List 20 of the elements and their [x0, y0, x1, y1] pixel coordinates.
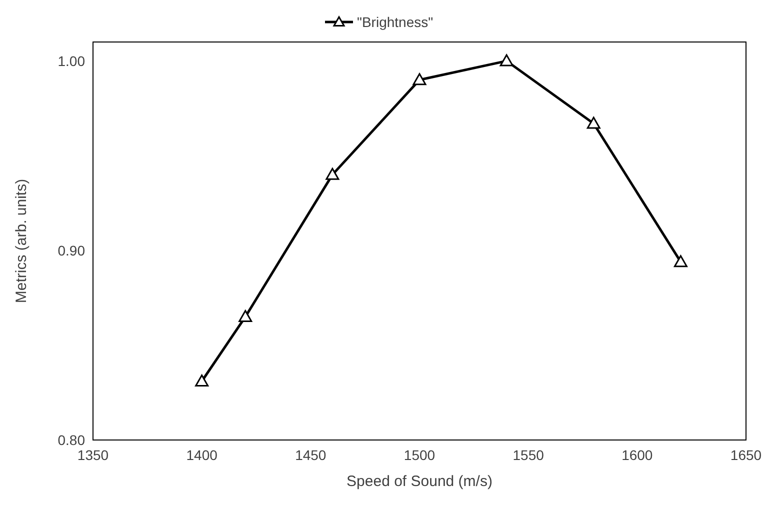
- x-tick-label: 1650: [730, 447, 762, 463]
- point: [326, 168, 340, 180]
- point: [195, 374, 209, 386]
- point: [586, 116, 600, 129]
- legend-label: "Brightness": [357, 14, 434, 30]
- point: [500, 54, 514, 66]
- x-tick-label: 1350: [77, 447, 109, 463]
- x-tick-label: 1550: [512, 447, 544, 463]
- y-tick-label: 0.90: [58, 242, 86, 258]
- x-tick-label: 1400: [186, 447, 218, 463]
- y-tick-label: 1.00: [58, 52, 86, 69]
- y-tick-label: 0.80: [58, 432, 86, 448]
- point: [238, 310, 252, 322]
- y-axis-title: Metrics (arb. units): [13, 178, 30, 304]
- x-tick-label: 1600: [622, 447, 653, 463]
- x-tick-label: 1450: [295, 447, 326, 463]
- x-axis-title: Speed of Sound (m/s): [346, 473, 492, 490]
- point: [674, 255, 688, 268]
- point: [412, 73, 426, 86]
- x-tick-label: 1500: [404, 447, 436, 463]
